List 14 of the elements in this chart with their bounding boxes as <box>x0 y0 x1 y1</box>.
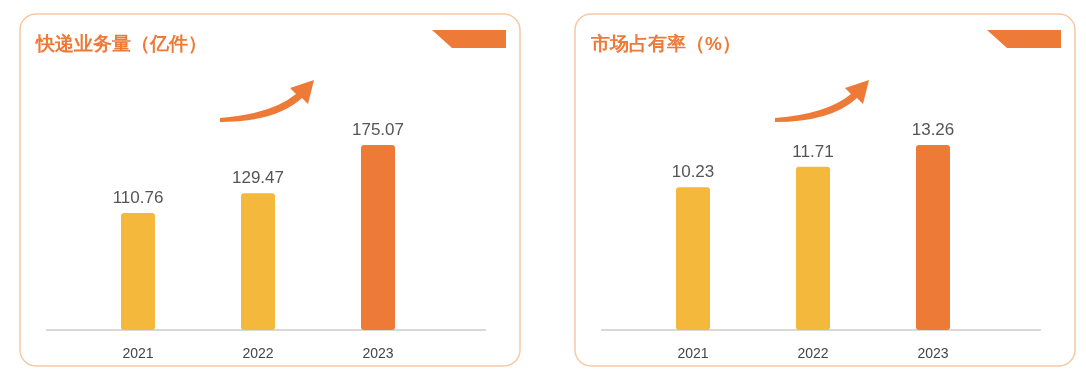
data-label: 110.76 <box>112 187 164 207</box>
x-tick-label: 2021 <box>122 345 154 361</box>
x-tick-label: 2023 <box>917 345 949 361</box>
data-label: 13.26 <box>911 120 955 139</box>
x-tick-label: 2023 <box>362 345 394 361</box>
x-tick-label: 2021 <box>677 345 709 361</box>
data-label: 175.07 <box>352 120 404 139</box>
x-tick-label: 2022 <box>797 345 829 361</box>
data-label: 11.71 <box>792 141 834 161</box>
chart-title: 快递业务量（亿件） <box>34 33 207 54</box>
data-label: 10.23 <box>671 162 715 182</box>
chart-title: 市场占有率（%） <box>590 33 741 54</box>
data-label: 129.47 <box>232 168 284 188</box>
x-tick-label: 2022 <box>242 345 274 361</box>
